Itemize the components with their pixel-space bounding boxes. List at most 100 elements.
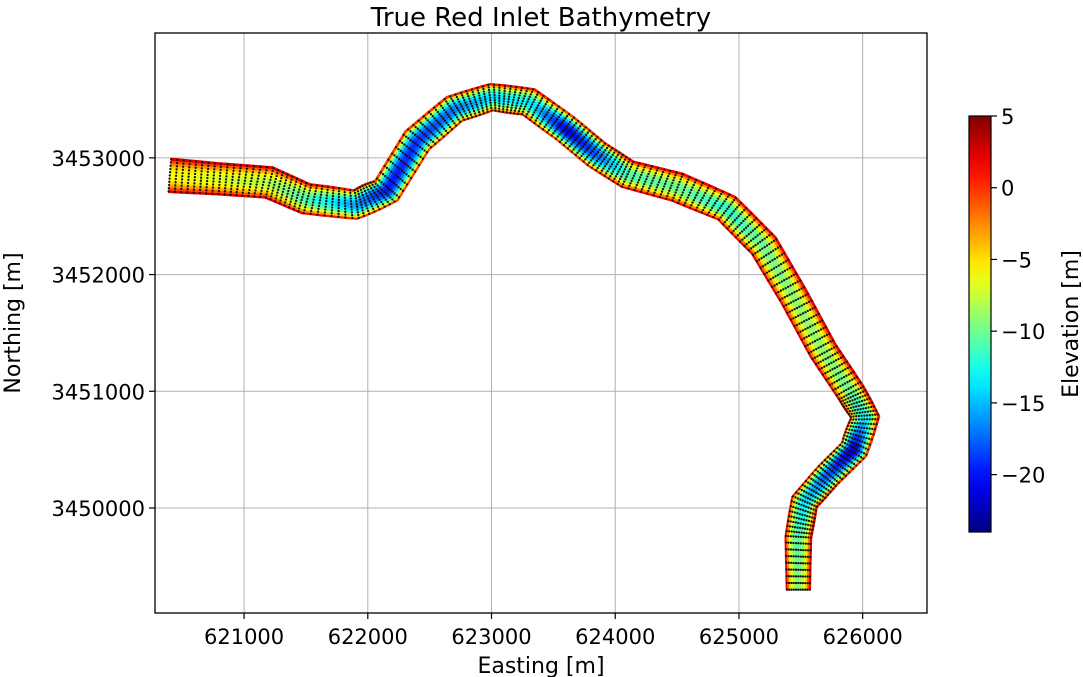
mesh-node <box>831 368 834 371</box>
mesh-node <box>594 138 597 141</box>
mesh-node <box>694 178 698 182</box>
mesh-node <box>844 368 847 371</box>
mesh-node <box>394 164 397 167</box>
mesh-node <box>295 196 299 200</box>
mesh-node <box>808 532 811 535</box>
mesh-node <box>168 180 171 183</box>
mesh-node <box>548 119 551 122</box>
mesh-node <box>355 205 359 208</box>
mesh-node <box>858 411 861 414</box>
mesh-node <box>812 494 815 498</box>
mesh-node <box>391 152 394 155</box>
mesh-node <box>543 105 546 108</box>
mesh-node <box>812 349 815 352</box>
mesh-node <box>758 232 762 235</box>
mesh-node <box>826 466 830 470</box>
mesh-node <box>787 519 790 523</box>
mesh-node <box>843 382 847 385</box>
mesh-node <box>573 138 577 142</box>
mesh-node <box>724 209 727 213</box>
mesh-node <box>536 104 540 107</box>
mesh-node <box>756 242 760 245</box>
mesh-node <box>535 106 538 109</box>
mesh-node <box>181 165 185 168</box>
mesh-node <box>871 418 874 421</box>
mesh-node <box>833 460 836 463</box>
mesh-node <box>806 309 809 313</box>
mesh-node <box>842 405 846 408</box>
mesh-node <box>606 160 610 163</box>
mesh-node <box>808 502 811 505</box>
mesh-node <box>446 131 449 135</box>
mesh-node <box>790 275 793 278</box>
mesh-node <box>813 340 817 343</box>
mesh-node <box>841 445 844 448</box>
mesh-node <box>382 190 386 193</box>
mesh-node <box>722 222 725 226</box>
mesh-node <box>525 89 528 93</box>
mesh-node <box>480 104 483 107</box>
mesh-node <box>725 197 728 201</box>
mesh-node <box>658 195 662 199</box>
mesh-node <box>357 192 360 196</box>
mesh-node <box>811 307 814 310</box>
mesh-node <box>818 498 822 501</box>
mesh-node <box>488 93 491 97</box>
mesh-node <box>362 214 366 217</box>
mesh-node <box>524 115 528 118</box>
colorbar-tick-label: −10 <box>1001 320 1045 344</box>
mesh-node <box>213 162 216 165</box>
mesh-node <box>494 106 497 110</box>
mesh-node <box>737 215 740 218</box>
mesh-node <box>331 195 335 198</box>
mesh-node <box>577 142 581 145</box>
mesh-node <box>804 555 807 558</box>
mesh-node <box>511 103 514 107</box>
mesh-node <box>797 561 800 565</box>
mesh-node <box>829 340 832 343</box>
mesh-node <box>802 494 805 498</box>
mesh-node <box>359 201 362 204</box>
colorbar-frame <box>968 115 992 533</box>
mesh-node <box>813 323 817 326</box>
mesh-node <box>443 119 446 122</box>
mesh-node <box>310 206 314 210</box>
mesh-node <box>356 190 360 193</box>
mesh-node <box>783 279 786 282</box>
mesh-node <box>231 178 234 181</box>
mesh-node <box>211 192 214 195</box>
mesh-node <box>566 139 569 143</box>
mesh-node <box>350 211 354 214</box>
mesh-node <box>845 404 848 408</box>
mesh-node <box>792 568 795 571</box>
mesh-node <box>855 415 858 418</box>
mesh-node <box>822 475 825 478</box>
mesh-node <box>490 109 493 112</box>
mesh-node <box>469 113 473 116</box>
mesh-node <box>354 197 358 200</box>
mesh-node <box>797 542 800 545</box>
mesh-node <box>809 493 813 496</box>
mesh-node <box>802 535 805 539</box>
mesh-node <box>283 184 286 188</box>
mesh-node <box>319 196 322 199</box>
mesh-node <box>337 192 341 196</box>
mesh-node <box>624 177 627 181</box>
mesh-node <box>680 175 683 178</box>
mesh-node <box>490 106 493 110</box>
mesh-node <box>632 160 635 164</box>
mesh-node <box>537 124 540 128</box>
mesh-node <box>583 143 586 146</box>
mesh-node <box>305 181 308 185</box>
mesh-node <box>455 116 459 119</box>
mesh-node <box>526 100 529 103</box>
mesh-node <box>790 568 793 571</box>
mesh-node <box>871 427 874 431</box>
mesh-node <box>276 169 280 172</box>
mesh-node <box>263 177 266 181</box>
mesh-node <box>840 377 843 380</box>
mesh-node <box>819 345 823 348</box>
mesh-node <box>844 474 847 477</box>
mesh-node <box>775 265 778 269</box>
mesh-node <box>743 208 746 212</box>
